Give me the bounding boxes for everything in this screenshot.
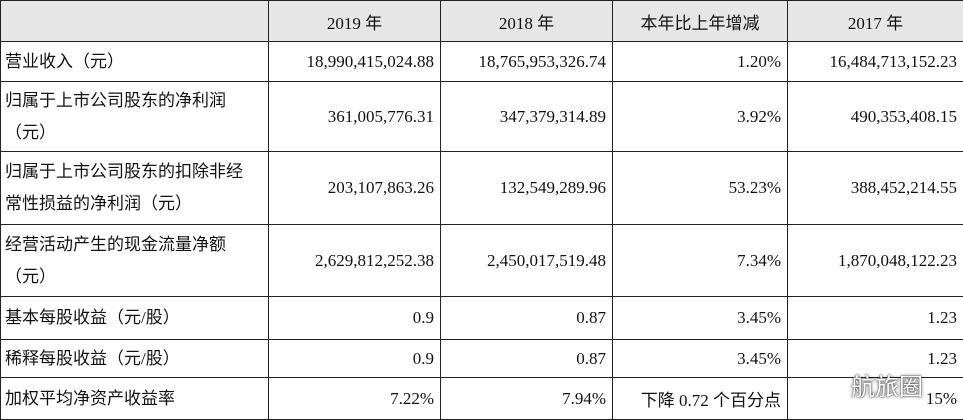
row-label-line: （元）: [5, 122, 56, 142]
corner-cell: [0, 0, 269, 42]
value-cell: 18,990,415,024.88: [268, 41, 441, 82]
row-label: 基本每股收益（元/股）: [0, 296, 269, 340]
row-label-line: 常性损益的净利润（元）: [5, 194, 192, 213]
value-cell: 3.45%: [612, 339, 788, 378]
value-cell: 53.23%: [612, 151, 788, 225]
value-cell: 16,484,713,152.23: [787, 41, 963, 82]
table-row: 基本每股收益（元/股） 0.9 0.87 3.45% 1.23: [0, 296, 963, 340]
row-label-line: 经营活动产生的现金流量净额: [5, 234, 226, 254]
value-cell: 1.20%: [612, 41, 788, 82]
row-label-line: 营业收入（元）: [5, 51, 124, 71]
row-label-line: 基本每股收益（元/股）: [5, 308, 180, 327]
table-body: 营业收入（元） 18,990,415,024.88 18,765,953,326.7…: [0, 41, 963, 420]
row-label-line: 稀释每股收益（元/股）: [5, 348, 180, 368]
table-row: 营业收入（元） 18,990,415,024.88 18,765,953,326.7…: [0, 41, 963, 82]
value-cell: 下降 0.72 个百分点: [612, 377, 788, 420]
value-cell: 490,353,408.15: [787, 81, 963, 152]
row-label: 归属于上市公司股东的扣除非经 常性损益的净利润（元）: [0, 151, 269, 225]
row-label: 加权平均净资产收益率: [0, 377, 269, 420]
table-row: 经营活动产生的现金流量净额 （元） 2,629,812,252.38 2,450,01…: [0, 224, 963, 297]
row-label: 营业收入（元）: [0, 41, 269, 82]
row-label: 归属于上市公司股东的净利润 （元）: [0, 81, 269, 152]
value-cell: 388,452,214.55: [787, 151, 963, 225]
table-row: 稀释每股收益（元/股） 0.9 0.87 3.45% 1.23: [0, 339, 963, 378]
value-cell: 132,549,289.96: [440, 151, 613, 225]
value-cell: 0.87: [440, 339, 613, 378]
header-row: 2019 年 2018 年本年比上年增减 2017 年: [0, 0, 963, 42]
row-label-line: 加权平均净资产收益率: [5, 388, 175, 408]
value-cell: 15%: [787, 377, 963, 420]
value-cell: 1,870,048,122.23: [787, 224, 963, 297]
value-cell: 7.34%: [612, 224, 788, 297]
value-cell: 0.9: [268, 339, 441, 378]
value-cell: 347,379,314.89: [440, 81, 613, 152]
row-label-line: 归属于上市公司股东的扣除非经: [5, 162, 243, 181]
value-cell: 1.23: [787, 296, 963, 340]
column-header: 本年比上年增减: [612, 0, 788, 42]
column-header: 2019 年: [268, 0, 441, 42]
value-cell: 7.94%: [440, 377, 613, 420]
row-label-line: （元）: [5, 266, 56, 286]
row-label: 稀释每股收益（元/股）: [0, 339, 269, 378]
value-cell: 361,005,776.31: [268, 81, 441, 152]
row-label-line: 归属于上市公司股东的净利润: [5, 90, 226, 110]
value-cell: 0.9: [268, 296, 441, 340]
value-cell: 3.92%: [612, 81, 788, 152]
value-cell: 0.87: [440, 296, 613, 340]
table-row: 归属于上市公司股东的净利润 （元） 361,005,776.31 347,379,31…: [0, 81, 963, 152]
row-label: 经营活动产生的现金流量净额 （元）: [0, 224, 269, 297]
value-cell: 18,765,953,326.74: [440, 41, 613, 82]
column-header: 2018 年: [440, 0, 613, 42]
table-row: 归属于上市公司股东的扣除非经 常性损益的净利润（元） 203,107,863.26 1…: [0, 151, 963, 225]
value-cell: 2,450,017,519.48: [440, 224, 613, 297]
value-cell: 203,107,863.26: [268, 151, 441, 225]
value-cell: 1.23: [787, 339, 963, 378]
value-cell: 7.22%: [268, 377, 441, 420]
watermark: 航旅圈: [851, 373, 923, 401]
column-header: 2017 年: [787, 0, 963, 42]
value-cell: 3.45%: [612, 296, 788, 340]
value-cell: 2,629,812,252.38: [268, 224, 441, 297]
table-row: 加权平均净资产收益率 7.22% 7.94% 下降 0.72 个百分点 15%: [0, 377, 963, 420]
